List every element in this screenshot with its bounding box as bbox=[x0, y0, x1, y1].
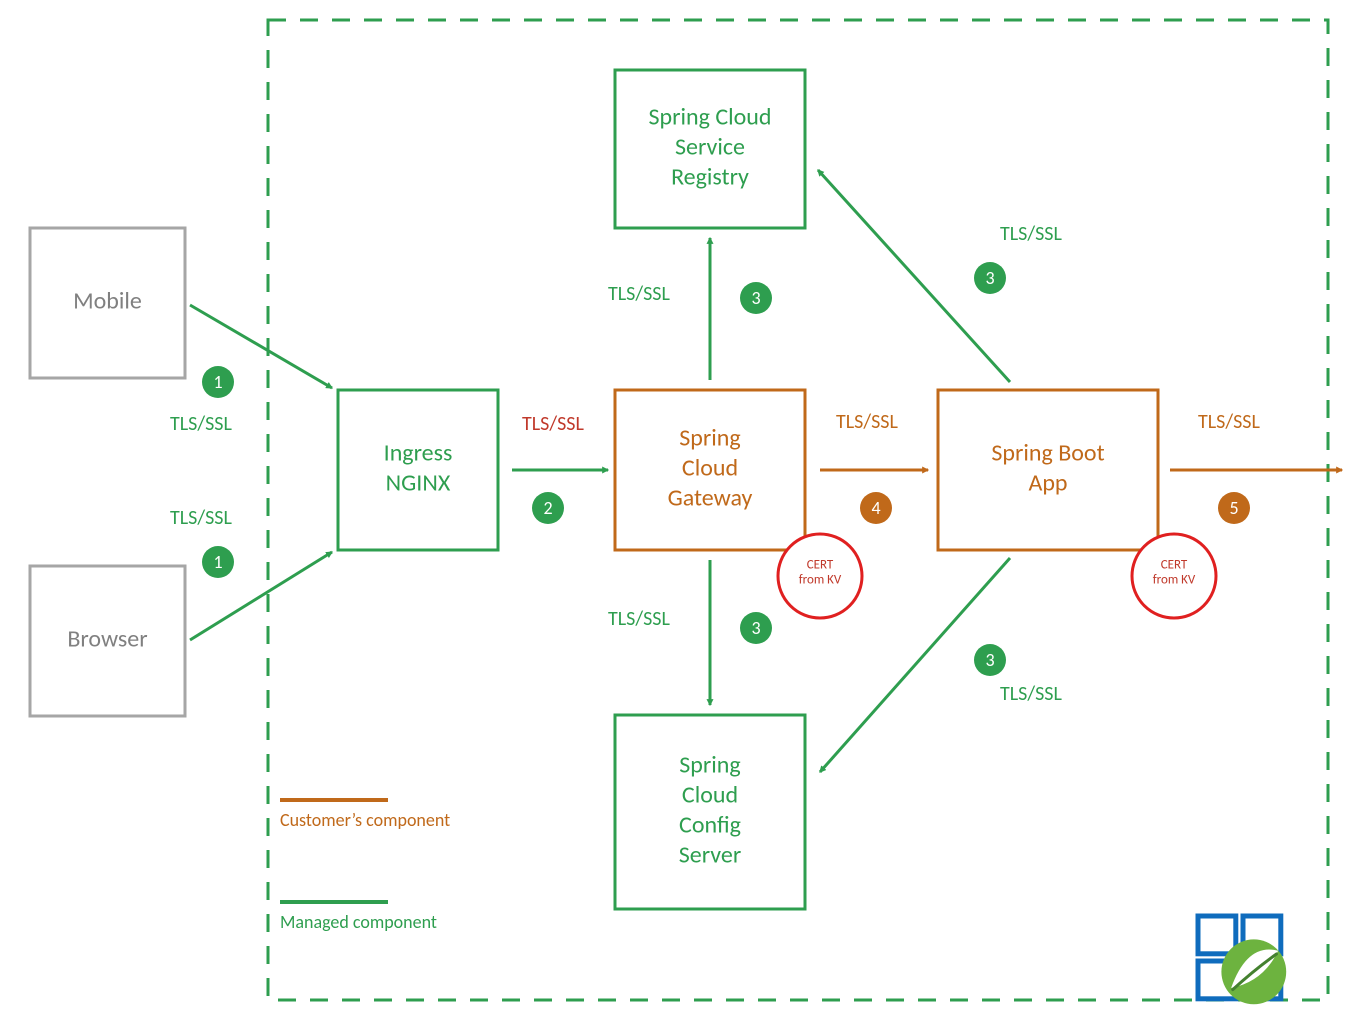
edge-mobile-nginx: TLS/SSL 1 bbox=[170, 305, 332, 436]
edge-bootapp-registry-label: TLS/SSL bbox=[1000, 222, 1062, 246]
node-config-label-1: Cloud bbox=[682, 781, 738, 810]
edge-gateway-config-badge-num: 3 bbox=[751, 617, 760, 639]
cert-badge-0: CERTfrom KV bbox=[778, 534, 862, 618]
node-config-label-2: Config bbox=[679, 811, 741, 840]
node-registry-label-1: Service bbox=[675, 133, 745, 162]
cert-badge-1-line-1: from KV bbox=[1153, 573, 1196, 588]
edge-bootapp-out: TLS/SSL 5 bbox=[1170, 410, 1342, 524]
edge-bootapp-config-label: TLS/SSL bbox=[1000, 682, 1062, 706]
edge-browser-nginx: TLS/SSL 1 bbox=[170, 506, 332, 640]
edge-mobile-nginx-label: TLS/SSL bbox=[170, 412, 232, 436]
cert-badge-1-line-0: CERT bbox=[1161, 558, 1188, 573]
edge-gateway-bootapp: TLS/SSL 4 bbox=[820, 410, 928, 524]
legend-label-1: Managed component bbox=[280, 911, 437, 933]
node-browser-label-0: Browser bbox=[67, 625, 147, 654]
node-bootapp-label-1: App bbox=[1028, 469, 1067, 498]
cert-badge-0-line-0: CERT bbox=[807, 558, 834, 573]
node-gateway-label-0: Spring bbox=[679, 424, 740, 453]
edge-gateway-bootapp-badge-num: 4 bbox=[871, 497, 880, 519]
cert-badge-0-line-1: from KV bbox=[799, 573, 842, 588]
node-gateway: SpringCloudGateway bbox=[615, 390, 805, 550]
edge-bootapp-out-label: TLS/SSL bbox=[1198, 410, 1260, 434]
edge-bootapp-registry: TLS/SSL 3 bbox=[818, 170, 1062, 382]
edge-bootapp-config-badge-num: 3 bbox=[985, 649, 994, 671]
legend-label-0: Customer’s component bbox=[280, 809, 450, 831]
node-bootapp-label-0: Spring Boot bbox=[991, 439, 1104, 468]
edge-bootapp-registry-badge-num: 3 bbox=[985, 267, 994, 289]
node-registry-label-0: Spring Cloud bbox=[648, 103, 771, 132]
node-config-label-0: Spring bbox=[679, 751, 740, 780]
edge-nginx-gateway-badge-num: 2 bbox=[543, 497, 552, 519]
node-registry-label-2: Registry bbox=[671, 163, 749, 192]
node-registry: Spring CloudServiceRegistry bbox=[615, 70, 805, 228]
node-gateway-label-2: Gateway bbox=[668, 484, 753, 513]
edge-nginx-gateway: TLS/SSL 2 bbox=[512, 412, 608, 524]
spring-azure-logo-icon bbox=[1198, 916, 1286, 1004]
edge-mobile-nginx-badge-num: 1 bbox=[213, 371, 222, 393]
node-nginx-label-0: Ingress bbox=[384, 439, 453, 468]
node-mobile: Mobile bbox=[30, 228, 185, 378]
node-config-label-3: Server bbox=[679, 841, 741, 870]
node-config: SpringCloudConfigServer bbox=[615, 715, 805, 909]
edge-gateway-registry-badge-num: 3 bbox=[751, 287, 760, 309]
edge-gateway-registry: TLS/SSL 3 bbox=[608, 238, 772, 380]
edge-gateway-registry-label: TLS/SSL bbox=[608, 282, 670, 306]
edge-browser-nginx-badge-num: 1 bbox=[213, 551, 222, 573]
edge-gateway-config-label: TLS/SSL bbox=[608, 607, 670, 631]
edge-bootapp-out-badge-num: 5 bbox=[1229, 497, 1238, 519]
edge-nginx-gateway-label: TLS/SSL bbox=[522, 412, 584, 436]
edge-browser-nginx-label: TLS/SSL bbox=[170, 506, 232, 530]
edge-gateway-bootapp-label: TLS/SSL bbox=[836, 410, 898, 434]
node-nginx-label-1: NGINX bbox=[386, 469, 451, 498]
node-mobile-label-0: Mobile bbox=[73, 287, 142, 316]
node-nginx: IngressNGINX bbox=[338, 390, 498, 550]
node-gateway-label-1: Cloud bbox=[682, 454, 738, 483]
cert-badge-1: CERTfrom KV bbox=[1132, 534, 1216, 618]
edge-gateway-config: TLS/SSL 3 bbox=[608, 560, 772, 705]
node-browser: Browser bbox=[30, 566, 185, 716]
node-bootapp: Spring BootApp bbox=[938, 390, 1158, 550]
legend: Customer’s component Managed component bbox=[280, 800, 450, 933]
